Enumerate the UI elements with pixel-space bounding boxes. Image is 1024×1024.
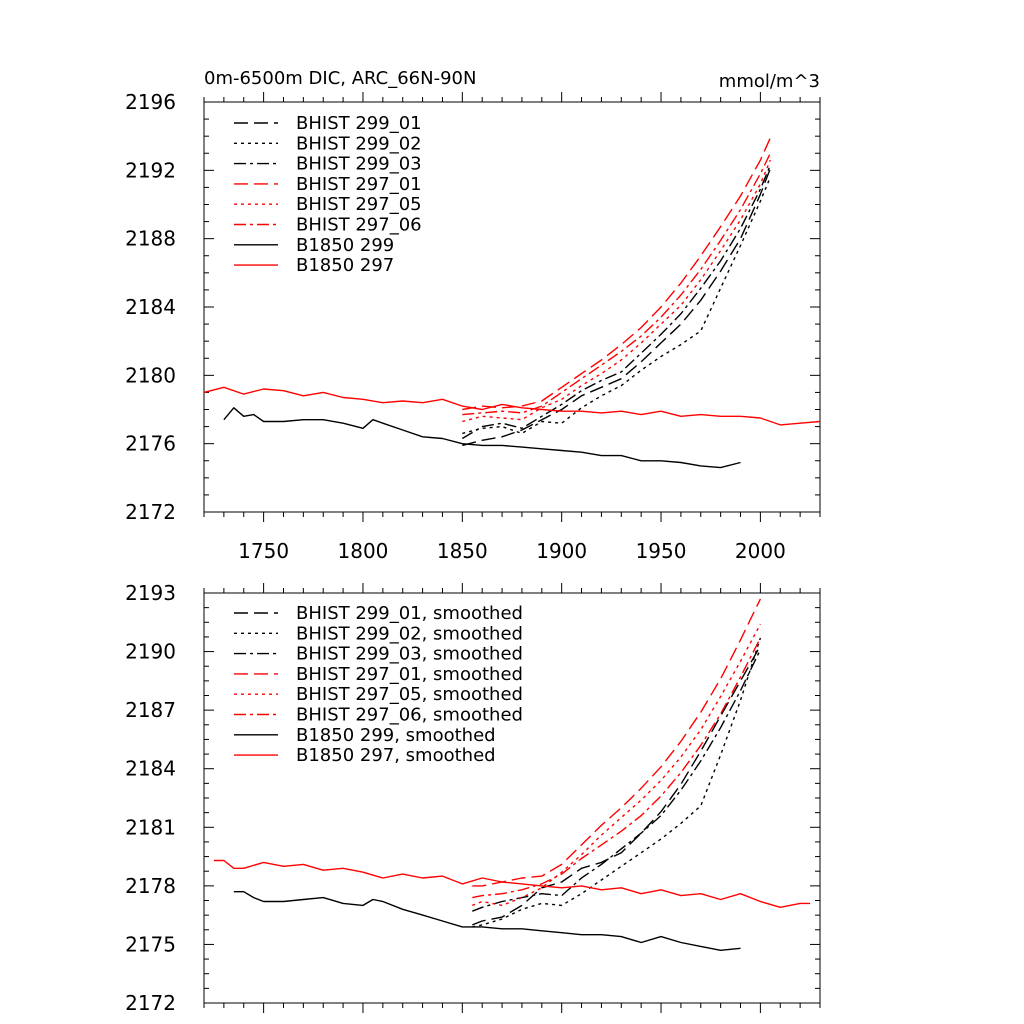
y-tick-label: 2172 [125,500,176,524]
y-tick-label: 2192 [125,158,176,182]
y-tick-label: 2196 [125,90,176,114]
legend-label: BHIST 299_02, smoothed [296,623,523,644]
legend-label: BHIST 299_03, smoothed [296,644,523,665]
legend-label: B1850 299, smoothed [296,725,496,746]
series-line [462,137,771,411]
series-line [462,176,771,435]
series-line [233,891,741,951]
legend-label: B1850 299 [296,235,394,256]
legend-label: BHIST 297_05 [296,194,422,215]
legend-label: BHIST 299_01, smoothed [296,603,523,624]
series-line [462,152,771,416]
units-label: mmol/m^3 [719,71,820,92]
legend-label: BHIST 297_01, smoothed [296,664,523,685]
y-tick-label: 2181 [125,815,176,839]
series-line [472,598,762,887]
x-tick-label: 2000 [735,539,786,563]
legend-label: BHIST 299_01 [296,113,422,134]
series-line [223,407,741,469]
y-tick-label: 2188 [125,227,176,251]
series-line [461,164,771,440]
y-tick-label: 2184 [125,757,176,781]
y-tick-label: 2176 [125,432,176,456]
series-line [472,645,762,926]
y-tick-label: 2178 [125,874,176,898]
y-tick-label: 2193 [125,581,176,605]
legend-label: BHIST 297_06 [296,215,422,236]
y-tick-label: 2172 [125,991,176,1015]
y-tick-label: 2184 [125,295,176,319]
y-tick-label: 2175 [125,932,176,956]
y-tick-label: 2187 [125,698,176,722]
legend-label: BHIST 297_06, smoothed [296,705,523,726]
series-line [472,637,762,899]
x-tick-label: 1900 [536,539,587,563]
chart-title: 0m-6500m DIC, ARC_66N-90N [204,68,476,89]
y-tick-label: 2190 [125,640,176,664]
legend-label: B1850 297 [296,255,394,276]
x-tick-label: 1750 [238,539,289,563]
top-panel: 0m-6500m DIC, ARC_66N-90N mmol/m^3 2172 2… [125,68,821,563]
legend-label: BHIST 297_05, smoothed [296,684,523,705]
x-tick-label: 1850 [437,539,488,563]
legend-label: BHIST 299_03 [296,154,422,175]
x-tick-label: 1950 [636,539,687,563]
series-line [462,168,771,447]
legend-label: BHIST 297_01 [296,174,422,195]
x-tick-label: 1800 [338,539,389,563]
legend-label: B1850 297, smoothed [296,745,496,766]
series-line [213,859,811,908]
bottom-panel: 2172 2175 2178 2181 2184 2187 2190 2193 BHIST 29… [125,581,821,1015]
legend-label: BHIST 299_02 [296,133,422,154]
y-tick-label: 2180 [125,363,176,387]
series-line [204,386,820,426]
series-line [472,649,762,912]
series-line [462,159,771,423]
